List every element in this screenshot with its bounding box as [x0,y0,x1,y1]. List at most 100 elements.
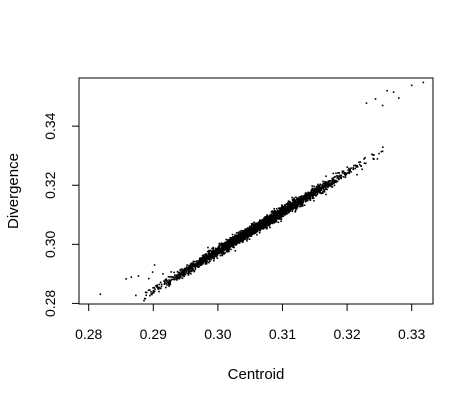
data-point [158,287,160,289]
data-point [100,293,102,295]
data-point [242,238,244,240]
data-point [217,251,219,253]
data-point [162,273,164,275]
data-point [317,184,319,186]
data-point [306,194,308,196]
data-point [185,268,187,270]
data-point [188,274,190,276]
data-point [328,185,330,187]
data-point [207,247,209,249]
data-point [335,172,337,174]
data-point [209,260,211,262]
data-point [207,258,209,260]
data-point [222,245,224,247]
data-point [259,221,261,223]
data-point [306,198,308,200]
data-point [143,300,145,302]
data-point [333,180,335,182]
data-point [220,255,222,257]
data-point [291,205,293,207]
data-point [246,236,248,238]
data-point [322,181,324,183]
data-point [174,274,176,276]
data-point [145,294,147,296]
data-point [300,204,302,206]
x-tick-label: 0.33 [398,326,425,342]
data-point [166,284,168,286]
data-point [170,271,172,273]
data-point [259,232,261,234]
data-point [247,231,249,233]
data-point [307,196,309,198]
data-point [201,260,203,262]
data-point [423,82,425,84]
data-point [361,169,363,171]
data-point [271,220,273,222]
data-point [204,258,206,260]
data-point [180,270,182,272]
data-point [289,204,291,206]
data-point [236,241,238,243]
data-point [343,172,345,174]
data-point [161,284,163,286]
data-point [276,214,278,216]
data-point [214,251,216,253]
data-point [325,175,327,177]
data-point [199,263,201,265]
data-point [304,196,306,198]
data-point [377,158,379,160]
y-tick-label: 0.34 [42,112,58,139]
data-point [269,224,271,226]
data-point [217,257,219,259]
data-point [276,212,278,214]
data-point [272,223,274,225]
data-point [333,182,335,184]
x-tick-label: 0.28 [75,326,102,342]
data-point [202,255,204,257]
data-point [290,201,292,203]
data-point [293,198,295,200]
data-point [164,280,166,282]
data-point [317,185,319,187]
data-point [268,217,270,219]
data-point [213,260,215,262]
data-point [257,231,259,233]
data-point [332,178,334,180]
data-point [324,191,326,193]
data-point [249,234,251,236]
data-point [324,183,326,185]
data-point [272,213,274,215]
data-point [255,231,257,233]
data-point [250,235,252,237]
data-point [280,207,282,209]
data-point [332,173,334,175]
data-point [309,195,311,197]
data-point [335,181,337,183]
data-point [386,90,388,92]
data-point [411,85,413,87]
data-point [259,228,261,230]
data-point [213,256,215,258]
data-point [219,249,221,251]
data-point [341,175,343,177]
data-point [302,204,304,206]
x-axis: 0.28 0.29 0.30 0.31 0.32 0.33 [75,304,425,342]
data-point [191,262,193,264]
data-point [149,289,151,291]
data-point [194,261,196,263]
data-point [252,224,254,226]
data-point [278,221,280,223]
data-point [327,186,329,188]
data-point [336,175,338,177]
data-point [266,216,268,218]
data-point [168,279,170,281]
data-point [295,203,297,205]
data-point [173,279,175,281]
data-point [210,259,212,261]
data-point [183,270,185,272]
data-point [274,220,276,222]
data-point [273,221,275,223]
data-point [288,202,290,204]
x-tick-label: 0.32 [333,326,360,342]
data-point [226,249,228,251]
